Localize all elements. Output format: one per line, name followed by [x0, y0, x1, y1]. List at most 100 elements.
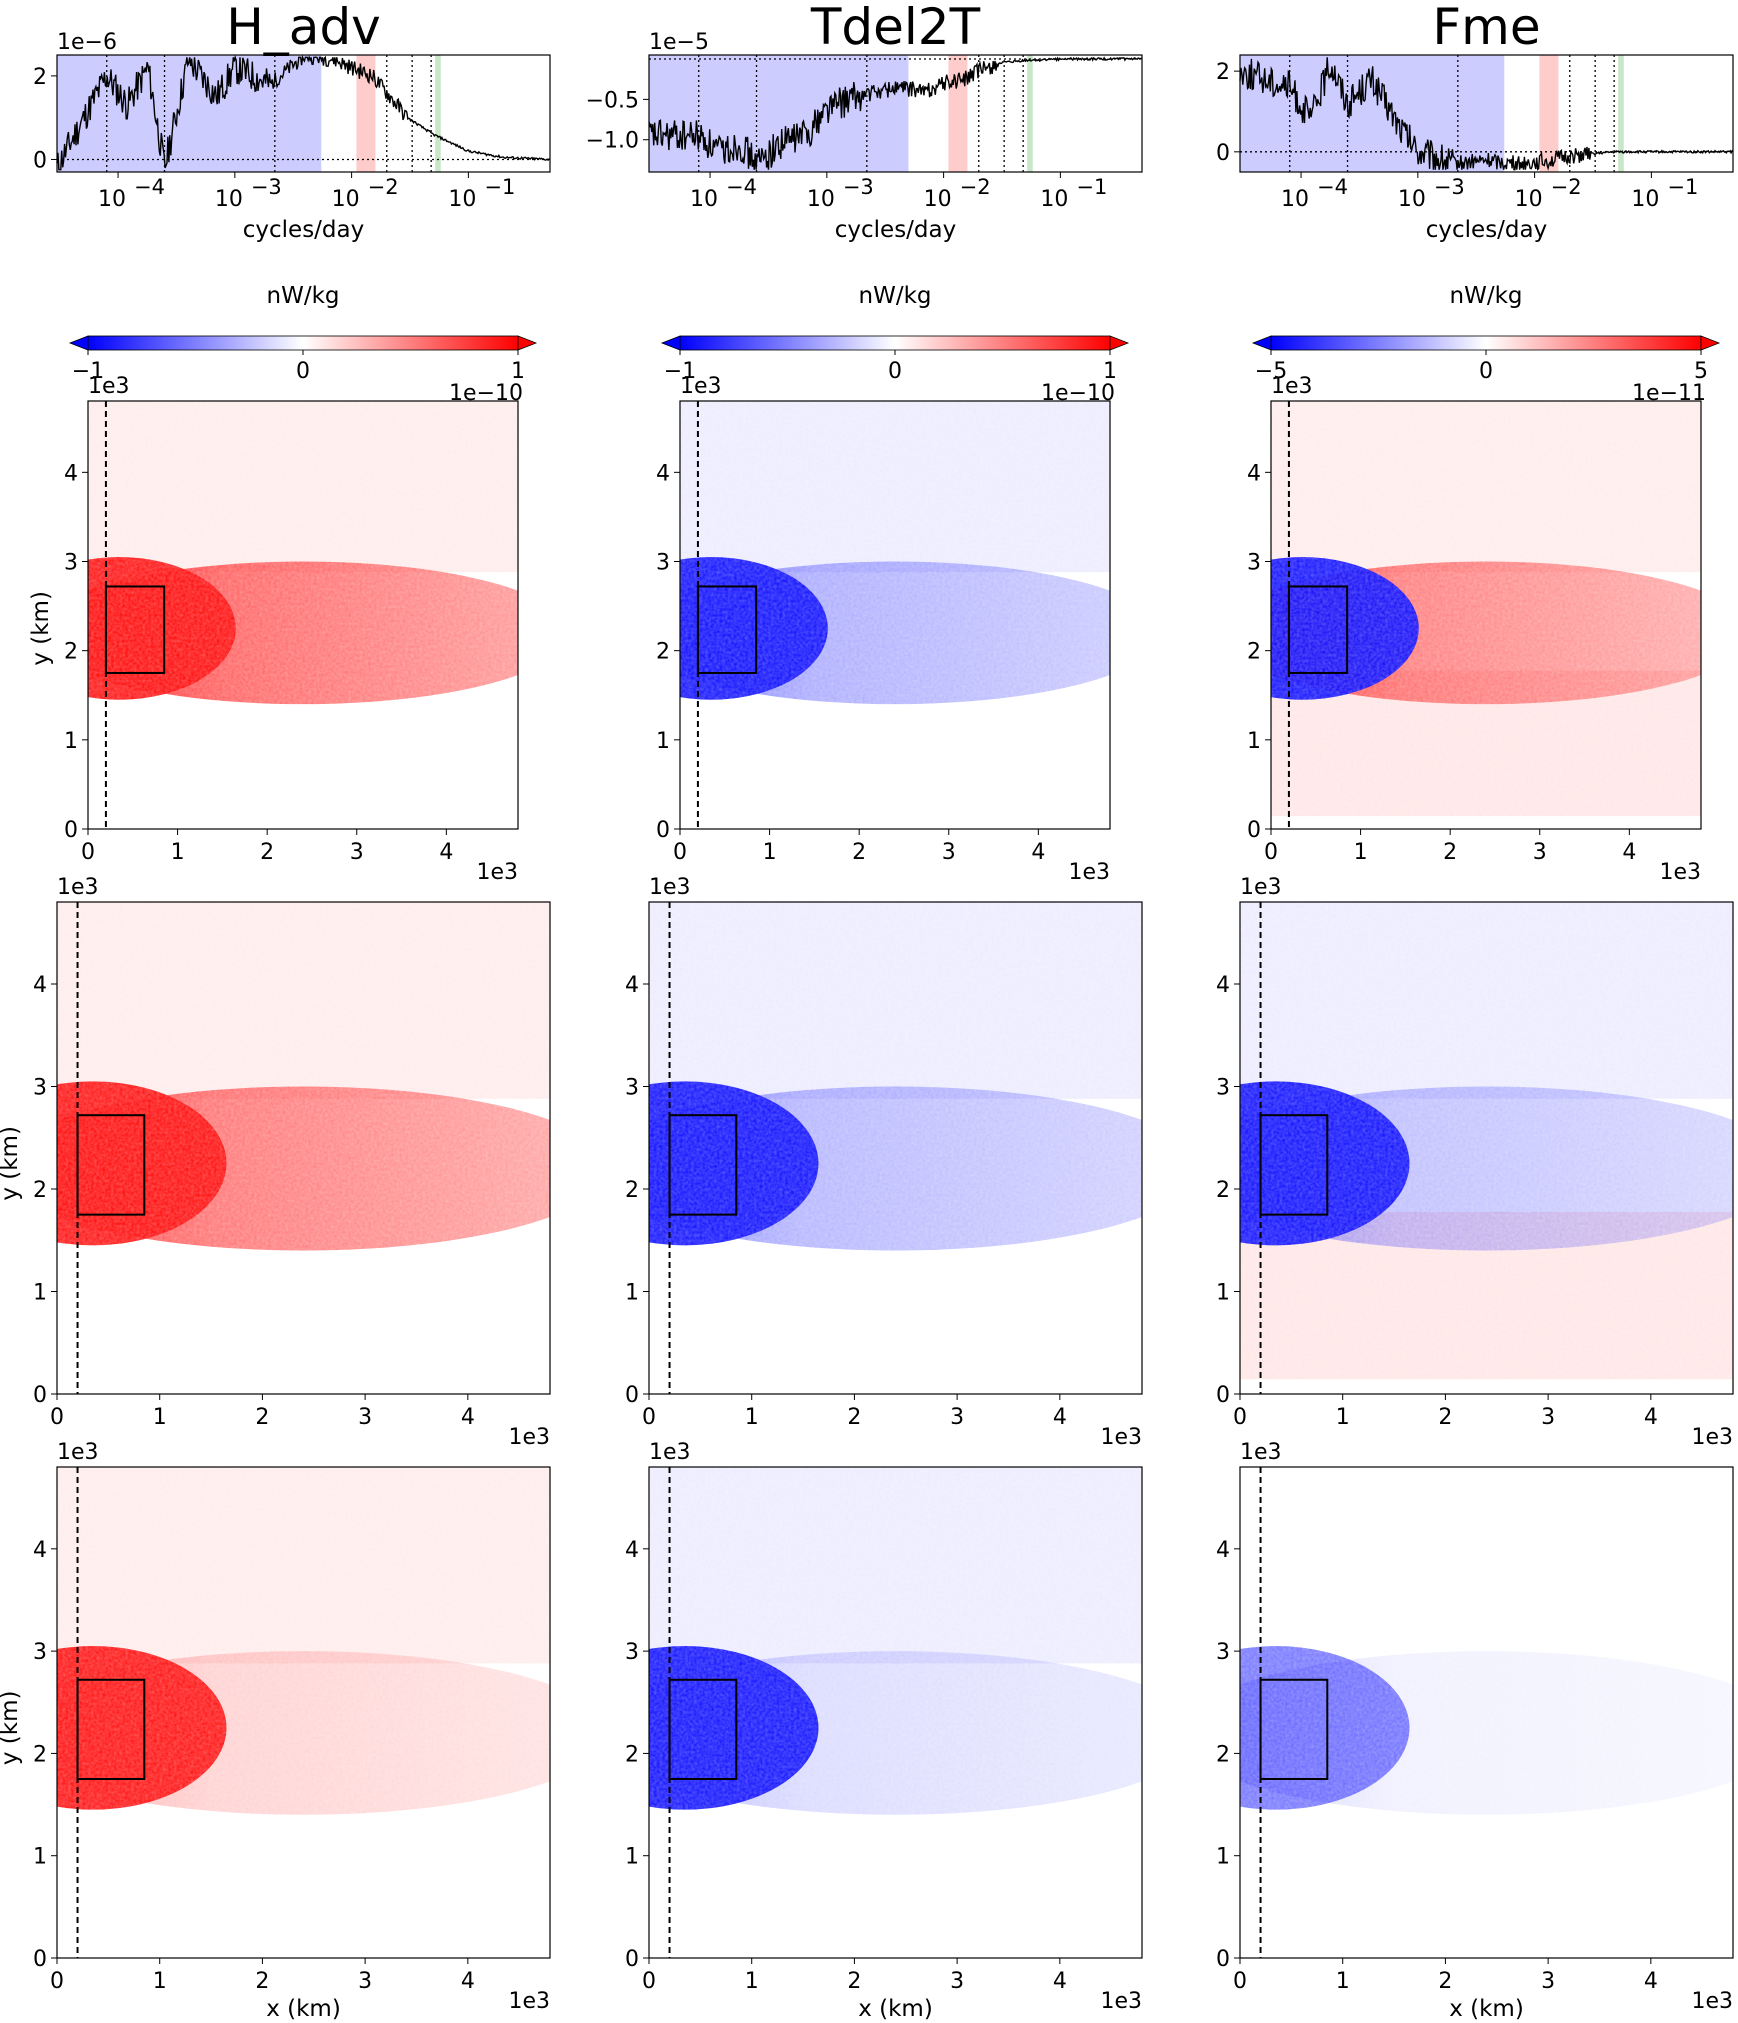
map-frame: [679, 400, 1111, 830]
mid-frequency-band: [1539, 55, 1559, 172]
low-frequency-band: [57, 55, 322, 172]
y-tick-label: 4: [1216, 973, 1230, 998]
x-tick-exponent: −1: [484, 175, 515, 199]
spectrum-line: [1239, 57, 1734, 171]
colorbar-tick-label: −1: [664, 359, 696, 384]
x-tick-label: 10: [215, 187, 243, 212]
y-tick-label: 1: [64, 729, 78, 754]
x-tick-label: 4: [1031, 840, 1045, 865]
map-ylabel: y (km): [28, 591, 54, 666]
x-tick-label: 4: [461, 1405, 475, 1430]
y-tick-label: 3: [33, 1640, 47, 1665]
map-frame: [87, 400, 519, 830]
map-frame: [56, 901, 551, 1395]
y-tick-label: 1: [1216, 1845, 1230, 1870]
y-tick-label: 2: [64, 640, 78, 665]
x-tick-label: 10: [924, 187, 952, 212]
x-tick-label: 4: [1053, 1405, 1067, 1430]
y-tick-label: 3: [656, 551, 670, 576]
y-scale: 1e3: [1240, 875, 1282, 900]
map-xlabel: x (km): [858, 1996, 933, 2022]
map-frame: [1239, 901, 1734, 1395]
x-tick-label: 1: [763, 840, 777, 865]
colorbar-gradient: [87, 335, 519, 351]
x-tick-label: 0: [1233, 1405, 1247, 1430]
y-tick-label: 3: [1216, 1076, 1230, 1101]
y-tick-label: 1: [625, 1845, 639, 1870]
x-scale: 1e3: [1691, 1989, 1733, 2014]
map-frame: [1270, 400, 1702, 830]
column-title: H_adv: [226, 0, 381, 56]
x-tick-exponent: −1: [1076, 175, 1107, 199]
y-tick-label: 3: [1247, 551, 1261, 576]
x-scale: 1e3: [508, 1425, 550, 1450]
x-tick-label: 10: [1515, 187, 1543, 212]
x-scale: 1e3: [476, 860, 518, 885]
y-tick-label: 0: [33, 1383, 47, 1408]
spectrum-line: [648, 56, 1143, 170]
x-scale: 1e3: [1068, 860, 1110, 885]
x-tick-label: 10: [1398, 187, 1426, 212]
y-tick-label: −1.0: [586, 129, 639, 154]
column-title: Fme: [1432, 0, 1540, 56]
x-tick-label: 3: [358, 1405, 372, 1430]
y-scale: 1e3: [57, 1440, 99, 1465]
x-tick-label: 3: [950, 1405, 964, 1430]
x-tick-label: 10: [1281, 187, 1309, 212]
x-tick-exponent: −2: [960, 175, 991, 199]
x-tick-exponent: −2: [368, 175, 399, 199]
colorbar-max-arrow: [1700, 335, 1721, 351]
map-panel: 00 1 1 2 2 3 3 4 4 1e3 1e3 y (km) x (km): [0, 1440, 551, 2022]
x-tick-label: 0: [50, 1405, 64, 1430]
x-tick-label: 10: [1040, 187, 1068, 212]
y-tick-label: 0: [33, 148, 47, 173]
map-panel: 00 1 1 2 2 3 3 4 4 1e3 1e3: [625, 875, 1143, 1450]
map-panel: 00 1 1 2 2 3 3 4 4 1e3 1e3 x (km): [1216, 1440, 1734, 2022]
map-frame: [648, 1466, 1143, 1959]
y-tick-label: 3: [625, 1640, 639, 1665]
y-tick-label: 2: [33, 65, 47, 90]
map-field: [680, 401, 1110, 829]
spectrum-panel-fme: 10 −4 10 −3 10 −2 10 −1 cycles/day 0 2 Fme: [1216, 0, 1734, 243]
y-tick-label: 4: [656, 461, 670, 486]
y-tick-label: 0: [1216, 1947, 1230, 1972]
spectrum-scale: 1e−5: [649, 30, 709, 55]
y-tick-label: 2: [1216, 1742, 1230, 1767]
map-frame: [56, 1466, 551, 1959]
map-frame: [1239, 1466, 1734, 1959]
spectrum-xlabel: cycles/day: [1426, 217, 1547, 243]
y-tick-label: 1: [1247, 729, 1261, 754]
x-tick-label: 0: [81, 840, 95, 865]
spectrum-xlabel: cycles/day: [835, 217, 956, 243]
x-scale: 1e3: [508, 1989, 550, 2014]
x-tick-label: 3: [350, 840, 364, 865]
colorbar: nW/kg−1 0 11e−10: [68, 283, 538, 406]
x-tick-label: 1: [1354, 840, 1368, 865]
colorbar-tick-label: 1: [1103, 359, 1117, 384]
noise-texture: [649, 1467, 1142, 1958]
x-tick-exponent: −4: [134, 175, 165, 199]
column-title: Tdel2T: [810, 0, 981, 56]
x-tick-label: 2: [847, 1969, 861, 1994]
x-tick-exponent: −4: [1317, 175, 1348, 199]
y-tick-label: 3: [33, 1076, 47, 1101]
y-tick-label: 1: [625, 1281, 639, 1306]
y-tick-label: 1: [1216, 1281, 1230, 1306]
x-tick-label: 0: [50, 1969, 64, 1994]
x-tick-label: 0: [673, 840, 687, 865]
y-tick-label: 4: [33, 973, 47, 998]
y-scale: 1e3: [1271, 374, 1313, 399]
spectrum-scale: 1e−6: [57, 30, 117, 55]
y-tick-label: 0: [625, 1383, 639, 1408]
y-scale: 1e3: [57, 875, 99, 900]
colorbar-tick-label: 0: [296, 359, 310, 384]
x-tick-label: 3: [1533, 840, 1547, 865]
map-ylabel: y (km): [0, 1691, 23, 1766]
colorbar-tick-label: −1: [72, 359, 104, 384]
colorbar-gradient: [679, 335, 1111, 351]
map-ylabel: y (km): [0, 1126, 23, 1201]
y-tick-label: 2: [33, 1178, 47, 1203]
x-tick-label: 10: [448, 187, 476, 212]
x-tick-label: 10: [332, 187, 360, 212]
